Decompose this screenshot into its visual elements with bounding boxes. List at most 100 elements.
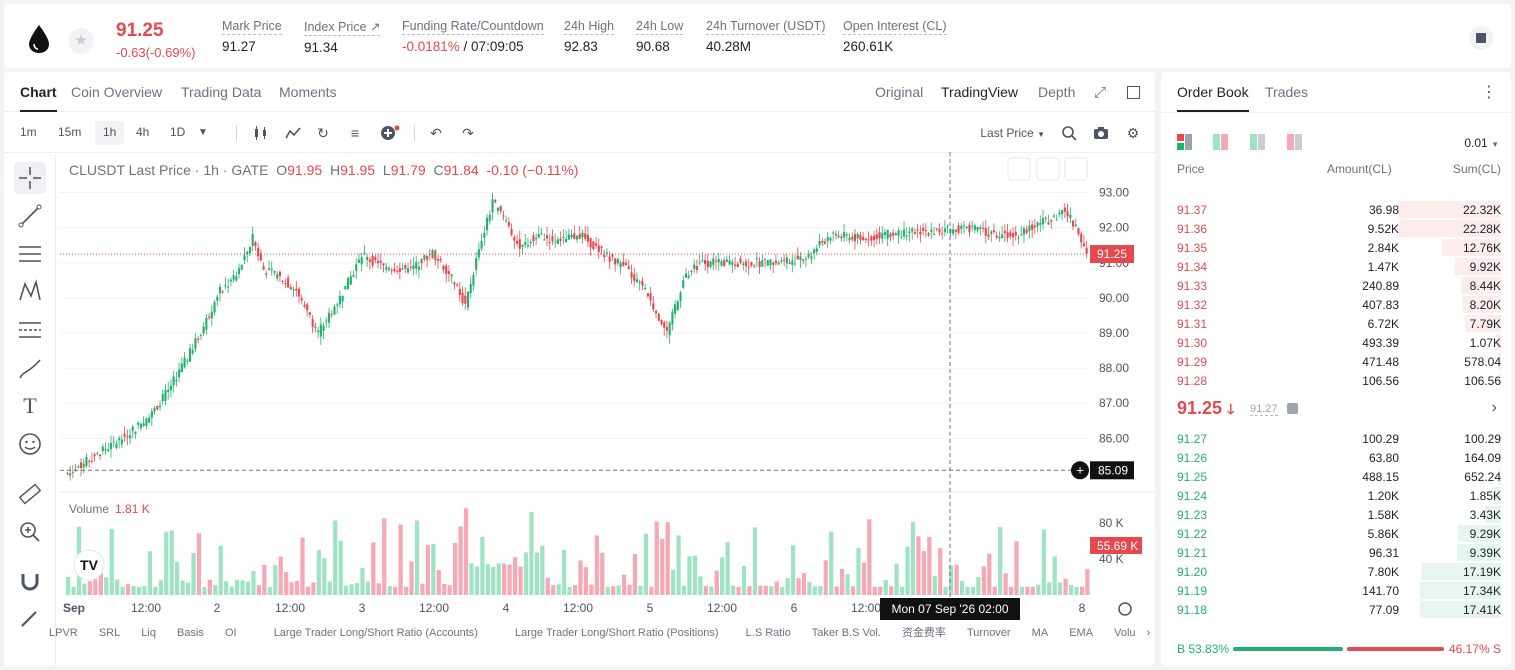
undo-icon[interactable]: ↶ — [430, 125, 442, 141]
stat-index-price[interactable]: Index Price ↗ 91.34 — [304, 19, 381, 55]
camera-icon[interactable] — [1093, 125, 1109, 141]
candle-body — [870, 236, 873, 241]
bid-row[interactable]: 91.18 77.09 17.41K — [1177, 600, 1501, 619]
indicator-lpvr[interactable]: LPVR — [49, 627, 78, 639]
tab-original[interactable]: Original — [875, 84, 924, 100]
indicator-trader-positions[interactable]: Large Trader Long/Short Ratio (Positions… — [514, 627, 719, 639]
interval-1m[interactable]: 1m — [20, 125, 37, 139]
candle-body — [131, 426, 134, 431]
emoji-tool-icon[interactable] — [14, 428, 46, 460]
ask-row[interactable]: 91.36 9.52K 22.28K — [1177, 219, 1501, 238]
stat-open-interest: Open Interest (CL) 260.61K — [843, 19, 947, 54]
tab-trades[interactable]: Trades — [1265, 84, 1309, 100]
indicator-oi[interactable]: OI — [225, 627, 237, 639]
templates-icon[interactable]: ≡ — [350, 125, 360, 141]
bid-row[interactable]: 91.24 1.20K 1.85K — [1177, 486, 1501, 505]
interval-1h[interactable]: 1h — [95, 121, 125, 145]
indicator-ema[interactable]: EMA — [1069, 627, 1094, 639]
volume-bar — [807, 582, 812, 595]
bid-row[interactable]: 91.27 100.29 100.29 — [1177, 429, 1501, 448]
crosshair-tool-icon[interactable] — [14, 162, 46, 194]
tab-moments[interactable]: Moments — [279, 84, 337, 100]
bid-row[interactable]: 91.21 96.31 9.39K — [1177, 543, 1501, 562]
row-price: 91.30 — [1177, 336, 1208, 350]
fib-tool-icon[interactable] — [14, 314, 46, 346]
indicator-ls-ratio[interactable]: L.S Ratio — [745, 627, 791, 639]
volume-bar — [273, 565, 278, 595]
magnet-icon[interactable] — [14, 564, 46, 596]
header-price: Price — [1177, 162, 1205, 176]
candle-style-icon[interactable] — [253, 125, 269, 141]
interval-15m[interactable]: 15m — [58, 125, 82, 139]
settings-gear-icon[interactable]: ⚙ — [1126, 125, 1140, 141]
candle-body — [763, 258, 767, 260]
precision-select[interactable]: 0.01 ▼ — [1464, 136, 1499, 150]
candle-body — [139, 423, 143, 428]
candle-body — [780, 260, 783, 262]
candle-body — [717, 258, 720, 263]
indicator-funding-rate[interactable]: 资金费率 — [901, 627, 946, 639]
ask-row[interactable]: 91.35 2.84K 12.76K — [1177, 238, 1501, 257]
candle-body — [1003, 230, 1006, 234]
indicator-turnover[interactable]: Turnover — [966, 627, 1011, 639]
pencil-lock-icon[interactable] — [14, 602, 46, 634]
tab-coin-overview[interactable]: Coin Overview — [71, 84, 163, 100]
tab-chart[interactable]: Chart — [20, 84, 57, 112]
ask-row[interactable]: 91.37 36.98 22.32K — [1177, 200, 1501, 219]
zoom-in-icon[interactable] — [14, 516, 46, 548]
indicators-icon[interactable] — [285, 125, 301, 141]
price-chart[interactable]: 93.0092.0091.0090.0089.0088.0087.0086.00… — [4, 72, 1155, 666]
ruler-tool-icon[interactable] — [14, 478, 46, 510]
search-icon[interactable] — [1061, 125, 1077, 141]
price-source-select[interactable]: Last Price ▼ — [980, 126, 1045, 140]
bid-row[interactable]: 91.26 63.80 164.09 — [1177, 448, 1501, 467]
brush-tool-icon[interactable] — [14, 352, 46, 384]
volume-bar — [98, 559, 103, 595]
bid-row[interactable]: 91.20 7.80K 17.19K — [1177, 562, 1501, 581]
indicator-liq[interactable]: Liq — [141, 627, 156, 639]
indicator-srl[interactable]: SRL — [98, 627, 121, 639]
ask-row[interactable]: 91.29 471.48 578.04 — [1177, 352, 1501, 371]
horizontal-lines-tool-icon[interactable] — [14, 238, 46, 270]
bid-row[interactable]: 91.22 5.86K 9.29K — [1177, 524, 1501, 543]
chevron-right-icon[interactable]: › — [1146, 627, 1151, 639]
indicator-ma[interactable]: MA — [1031, 627, 1049, 639]
volume-bar — [540, 545, 545, 595]
candle-body — [371, 255, 374, 266]
expand-icon[interactable]: ⤢ — [1094, 84, 1107, 101]
indicator-volume[interactable]: Volu — [1114, 627, 1136, 639]
indicator-trader-accounts[interactable]: Large Trader Long/Short Ratio (Accounts) — [273, 627, 478, 639]
book-icon[interactable] — [1469, 26, 1493, 50]
interval-4h[interactable]: 4h — [136, 125, 150, 139]
alert-add-icon[interactable] — [380, 125, 400, 141]
refresh-icon[interactable]: ↻ — [317, 125, 329, 141]
ask-row[interactable]: 91.34 1.47K 9.92K — [1177, 257, 1501, 276]
chevron-right-icon[interactable]: › — [1491, 399, 1497, 416]
fullscreen-icon[interactable] — [1127, 86, 1140, 99]
tab-order-book[interactable]: Order Book — [1177, 84, 1249, 112]
bid-row[interactable]: 91.25 488.15 652.24 — [1177, 467, 1501, 486]
pattern-tool-icon[interactable] — [14, 276, 46, 308]
text-tool-icon[interactable]: T — [23, 393, 37, 418]
volume-bar — [240, 580, 245, 595]
ask-row[interactable]: 91.33 240.89 8.44K — [1177, 276, 1501, 295]
book-view-toggles[interactable] — [1177, 134, 1307, 150]
ask-row[interactable]: 91.30 493.39 1.07K — [1177, 333, 1501, 352]
interval-dropdown-icon[interactable]: ▼ — [198, 127, 208, 138]
ask-row[interactable]: 91.32 407.83 8.20K — [1177, 295, 1501, 314]
bid-row[interactable]: 91.19 141.70 17.34K — [1177, 581, 1501, 600]
ask-row[interactable]: 91.31 6.72K 7.79K — [1177, 314, 1501, 333]
ask-row[interactable]: 91.28 106.56 106.56 — [1177, 371, 1501, 390]
trend-line-tool-icon[interactable] — [14, 200, 46, 232]
tab-tradingview[interactable]: TradingView — [941, 84, 1019, 100]
redo-icon[interactable]: ↷ — [462, 125, 474, 141]
indicator-taker-vol[interactable]: Taker B.S Vol. — [811, 627, 881, 639]
candle-body — [635, 279, 639, 283]
favorite-star-icon[interactable]: ★ — [68, 28, 94, 54]
tab-depth[interactable]: Depth — [1038, 84, 1076, 100]
more-menu-icon[interactable]: ⋮ — [1481, 84, 1497, 101]
bid-row[interactable]: 91.23 1.58K 3.43K — [1177, 505, 1501, 524]
indicator-basis[interactable]: Basis — [177, 627, 204, 639]
interval-1d[interactable]: 1D — [170, 125, 186, 139]
tab-trading-data[interactable]: Trading Data — [181, 84, 262, 100]
